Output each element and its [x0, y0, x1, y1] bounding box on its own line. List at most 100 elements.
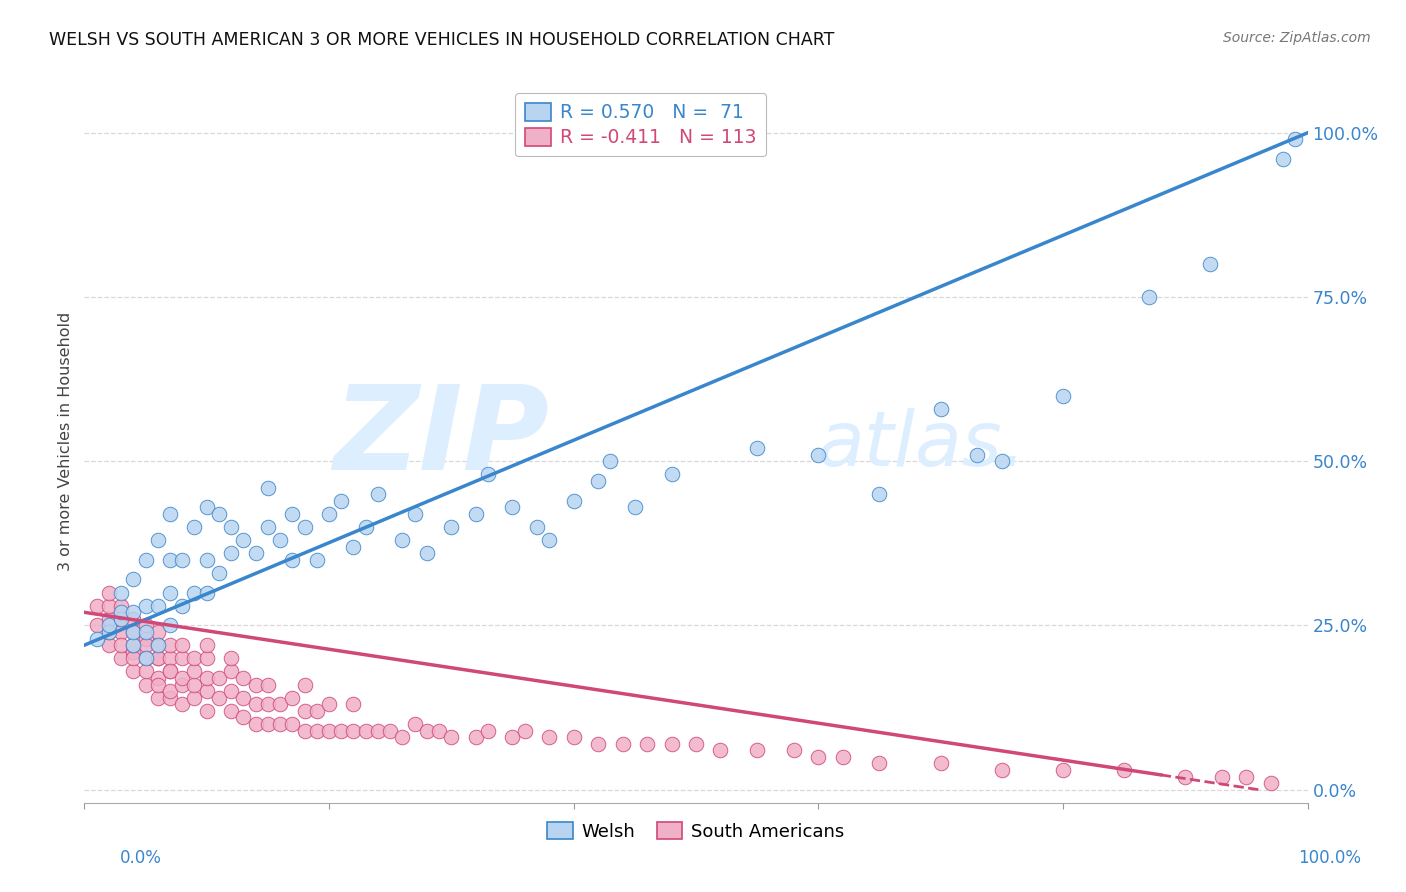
Point: [342, 698, 364, 712]
Point: [110, 605, 132, 619]
Point: [110, 599, 132, 613]
Point: [440, 520, 463, 534]
Point: [257, 677, 280, 691]
Point: [367, 487, 389, 501]
Point: [586, 737, 609, 751]
Y-axis label: 3 or more Vehicles in Household: 3 or more Vehicles in Household: [58, 312, 73, 571]
Point: [146, 651, 169, 665]
Point: [195, 671, 218, 685]
Point: [929, 401, 952, 416]
Point: [294, 723, 316, 738]
Point: [135, 651, 157, 665]
Point: [159, 638, 181, 652]
Point: [991, 763, 1014, 777]
Point: [354, 520, 377, 534]
Point: [538, 533, 561, 547]
Point: [159, 684, 181, 698]
Point: [97, 599, 120, 613]
Point: [1052, 388, 1074, 402]
Point: [219, 520, 242, 534]
Point: [245, 677, 267, 691]
Point: [159, 665, 181, 679]
Point: [135, 618, 157, 632]
Text: Source: ZipAtlas.com: Source: ZipAtlas.com: [1223, 31, 1371, 45]
Text: ZIP: ZIP: [333, 380, 550, 495]
Point: [257, 481, 280, 495]
Point: [135, 638, 157, 652]
Point: [599, 454, 621, 468]
Point: [269, 533, 291, 547]
Point: [404, 507, 426, 521]
Point: [183, 665, 205, 679]
Point: [135, 632, 157, 646]
Point: [807, 749, 830, 764]
Point: [612, 737, 634, 751]
Point: [391, 533, 413, 547]
Point: [146, 651, 169, 665]
Point: [219, 665, 242, 679]
Point: [281, 690, 304, 705]
Point: [172, 638, 194, 652]
Point: [440, 730, 463, 744]
Point: [97, 585, 120, 599]
Point: [97, 625, 120, 640]
Point: [502, 730, 524, 744]
Point: [586, 474, 609, 488]
Point: [281, 717, 304, 731]
Point: [305, 553, 328, 567]
Point: [195, 651, 218, 665]
Point: [195, 638, 218, 652]
Point: [122, 665, 145, 679]
Point: [183, 677, 205, 691]
Point: [135, 651, 157, 665]
Point: [232, 671, 254, 685]
Point: [159, 651, 181, 665]
Point: [159, 585, 181, 599]
Point: [318, 507, 340, 521]
Point: [195, 704, 218, 718]
Point: [146, 638, 169, 652]
Point: [354, 723, 377, 738]
Point: [86, 599, 108, 613]
Point: [159, 665, 181, 679]
Point: [146, 533, 169, 547]
Point: [219, 651, 242, 665]
Point: [159, 507, 181, 521]
Point: [159, 618, 181, 632]
Point: [245, 698, 267, 712]
Point: [110, 585, 132, 599]
Point: [122, 573, 145, 587]
Point: [636, 737, 658, 751]
Point: [318, 698, 340, 712]
Point: [208, 566, 231, 580]
Point: [464, 730, 486, 744]
Point: [1052, 763, 1074, 777]
Point: [183, 651, 205, 665]
Point: [122, 645, 145, 659]
Point: [208, 671, 231, 685]
Point: [232, 533, 254, 547]
Point: [135, 677, 157, 691]
Point: [122, 625, 145, 640]
Point: [122, 651, 145, 665]
Point: [342, 540, 364, 554]
Point: [869, 487, 891, 501]
Point: [110, 651, 132, 665]
Point: [86, 632, 108, 646]
Point: [135, 665, 157, 679]
Point: [257, 717, 280, 731]
Point: [97, 638, 120, 652]
Point: [110, 638, 132, 652]
Point: [624, 500, 647, 515]
Point: [831, 749, 853, 764]
Point: [122, 638, 145, 652]
Point: [416, 546, 439, 560]
Point: [294, 704, 316, 718]
Point: [305, 704, 328, 718]
Point: [1284, 132, 1306, 146]
Point: [122, 605, 145, 619]
Point: [232, 690, 254, 705]
Point: [122, 612, 145, 626]
Point: [110, 625, 132, 640]
Point: [146, 599, 169, 613]
